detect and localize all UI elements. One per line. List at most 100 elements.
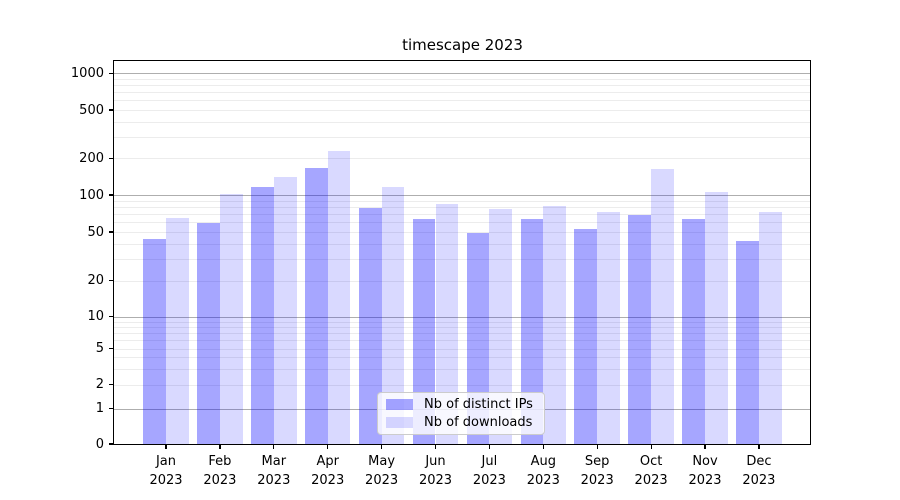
bar-downloads bbox=[166, 217, 189, 444]
y-axis-tickmark bbox=[108, 383, 113, 386]
x-axis-tickmark bbox=[273, 445, 275, 450]
y-axis-tick-label: 20 bbox=[87, 273, 104, 288]
x-axis-tick-label: Aug 2023 bbox=[526, 454, 560, 488]
bar-downloads bbox=[489, 208, 513, 444]
x-axis-tick-label: Mar 2023 bbox=[257, 454, 291, 488]
bar-downloads bbox=[219, 194, 243, 444]
bar-distinct-ips bbox=[143, 238, 166, 444]
minor-gridline bbox=[114, 100, 811, 102]
plot-border-top bbox=[113, 60, 812, 62]
x-axis-tickmark bbox=[542, 445, 544, 450]
bar-distinct-ips bbox=[304, 167, 328, 444]
bar-downloads bbox=[597, 211, 620, 444]
bar-distinct-ips bbox=[466, 233, 490, 444]
bar-distinct-ips bbox=[736, 241, 759, 444]
x-axis-tickmark bbox=[650, 445, 652, 450]
bar-downloads bbox=[651, 168, 674, 444]
x-axis-tickmark bbox=[704, 445, 706, 450]
x-axis-tick-label: Jul 2023 bbox=[472, 454, 506, 488]
chart-title: timescape 2023 bbox=[402, 36, 523, 54]
bar-downloads bbox=[435, 203, 459, 444]
y-axis-tickmark bbox=[108, 347, 113, 350]
major-gridline bbox=[114, 73, 811, 75]
legend-item-distinct-ips: Nb of distinct IPs bbox=[386, 395, 536, 414]
bar-distinct-ips bbox=[628, 214, 652, 444]
legend-swatch-downloads bbox=[386, 417, 413, 429]
y-axis-tickmark bbox=[108, 231, 113, 233]
bar-distinct-ips bbox=[251, 187, 274, 444]
y-axis-tickmark bbox=[108, 72, 113, 74]
x-axis-tickmark bbox=[219, 445, 221, 450]
bar-distinct-ips bbox=[682, 218, 705, 444]
legend-swatch-distinct-ips bbox=[386, 398, 413, 410]
minor-gridline bbox=[114, 200, 811, 202]
minor-gridline bbox=[114, 121, 811, 123]
major-gridline bbox=[114, 195, 811, 196]
minor-gridline bbox=[114, 326, 811, 328]
x-axis-tick-label: Jun 2023 bbox=[418, 454, 453, 488]
x-axis-tick-label: Sep 2023 bbox=[580, 454, 614, 488]
y-axis-tick-label: 5 bbox=[95, 341, 104, 356]
x-axis-tickmark bbox=[165, 445, 167, 450]
bar-downloads bbox=[273, 176, 297, 444]
x-axis-tick-label: Apr 2023 bbox=[311, 454, 345, 488]
y-axis-tick-label: 2 bbox=[95, 377, 104, 392]
plot-border-left bbox=[113, 60, 115, 445]
legend-label-distinct-ips: Nb of distinct IPs bbox=[424, 396, 533, 412]
y-axis-tick-label: 200 bbox=[79, 150, 104, 166]
minor-gridline bbox=[114, 232, 811, 233]
minor-gridline bbox=[114, 384, 811, 386]
minor-gridline bbox=[114, 259, 811, 261]
minor-gridline bbox=[114, 206, 811, 208]
minor-gridline bbox=[114, 321, 811, 323]
bar-distinct-ips bbox=[197, 223, 220, 444]
bar-downloads bbox=[381, 187, 405, 444]
bar-distinct-ips bbox=[358, 208, 382, 444]
minor-gridline bbox=[114, 136, 811, 138]
minor-gridline bbox=[114, 243, 811, 245]
x-axis-tickmark bbox=[381, 445, 383, 450]
plot-border-right bbox=[810, 60, 812, 445]
legend-label-downloads: Nb of downloads bbox=[424, 415, 533, 431]
x-axis-tickmark bbox=[758, 445, 760, 450]
y-axis-tick-label: 1 bbox=[95, 401, 104, 416]
bar-downloads bbox=[758, 211, 782, 444]
y-axis-tickmark bbox=[108, 316, 113, 318]
minor-gridline bbox=[114, 340, 811, 342]
y-axis-tickmark bbox=[108, 407, 113, 410]
y-axis-tickmark bbox=[108, 194, 113, 196]
y-axis-tick-label: 50 bbox=[87, 224, 104, 240]
major-gridline bbox=[114, 316, 811, 318]
minor-gridline bbox=[114, 280, 811, 282]
x-axis-tick-label: May 2023 bbox=[365, 454, 399, 488]
x-axis-tickmark bbox=[327, 445, 329, 450]
y-axis-tick-label: 100 bbox=[79, 187, 104, 203]
minor-gridline bbox=[114, 85, 811, 87]
bar-downloads bbox=[543, 205, 567, 444]
x-axis-tickmark bbox=[488, 445, 491, 450]
y-axis-tick-label: 0 bbox=[95, 436, 104, 452]
minor-gridline bbox=[114, 158, 811, 160]
bar-distinct-ips bbox=[412, 218, 436, 444]
minor-gridline bbox=[114, 110, 811, 111]
y-axis-tickmark bbox=[108, 109, 113, 111]
bar-downloads bbox=[327, 150, 351, 444]
legend-item-downloads: Nb of downloads bbox=[386, 414, 536, 433]
y-axis-tick-label: 10 bbox=[87, 309, 104, 325]
minor-gridline bbox=[114, 333, 811, 335]
x-axis-tick-label: Nov 2023 bbox=[688, 454, 722, 488]
y-axis-tickmark bbox=[108, 279, 113, 282]
y-axis-tickmark bbox=[108, 443, 113, 445]
x-axis-tick-label: Jan 2023 bbox=[149, 454, 183, 488]
x-axis-tick-label: Oct 2023 bbox=[634, 454, 668, 488]
y-axis-tick-label: 1000 bbox=[70, 65, 104, 81]
plot-border-bottom bbox=[113, 444, 812, 446]
bar-downloads bbox=[705, 191, 728, 444]
minor-gridline bbox=[114, 368, 811, 370]
minor-gridline bbox=[114, 214, 811, 216]
y-axis-tickmark bbox=[108, 157, 113, 160]
minor-gridline bbox=[114, 92, 811, 94]
bar-distinct-ips bbox=[520, 218, 544, 444]
bar-distinct-ips bbox=[574, 228, 598, 444]
